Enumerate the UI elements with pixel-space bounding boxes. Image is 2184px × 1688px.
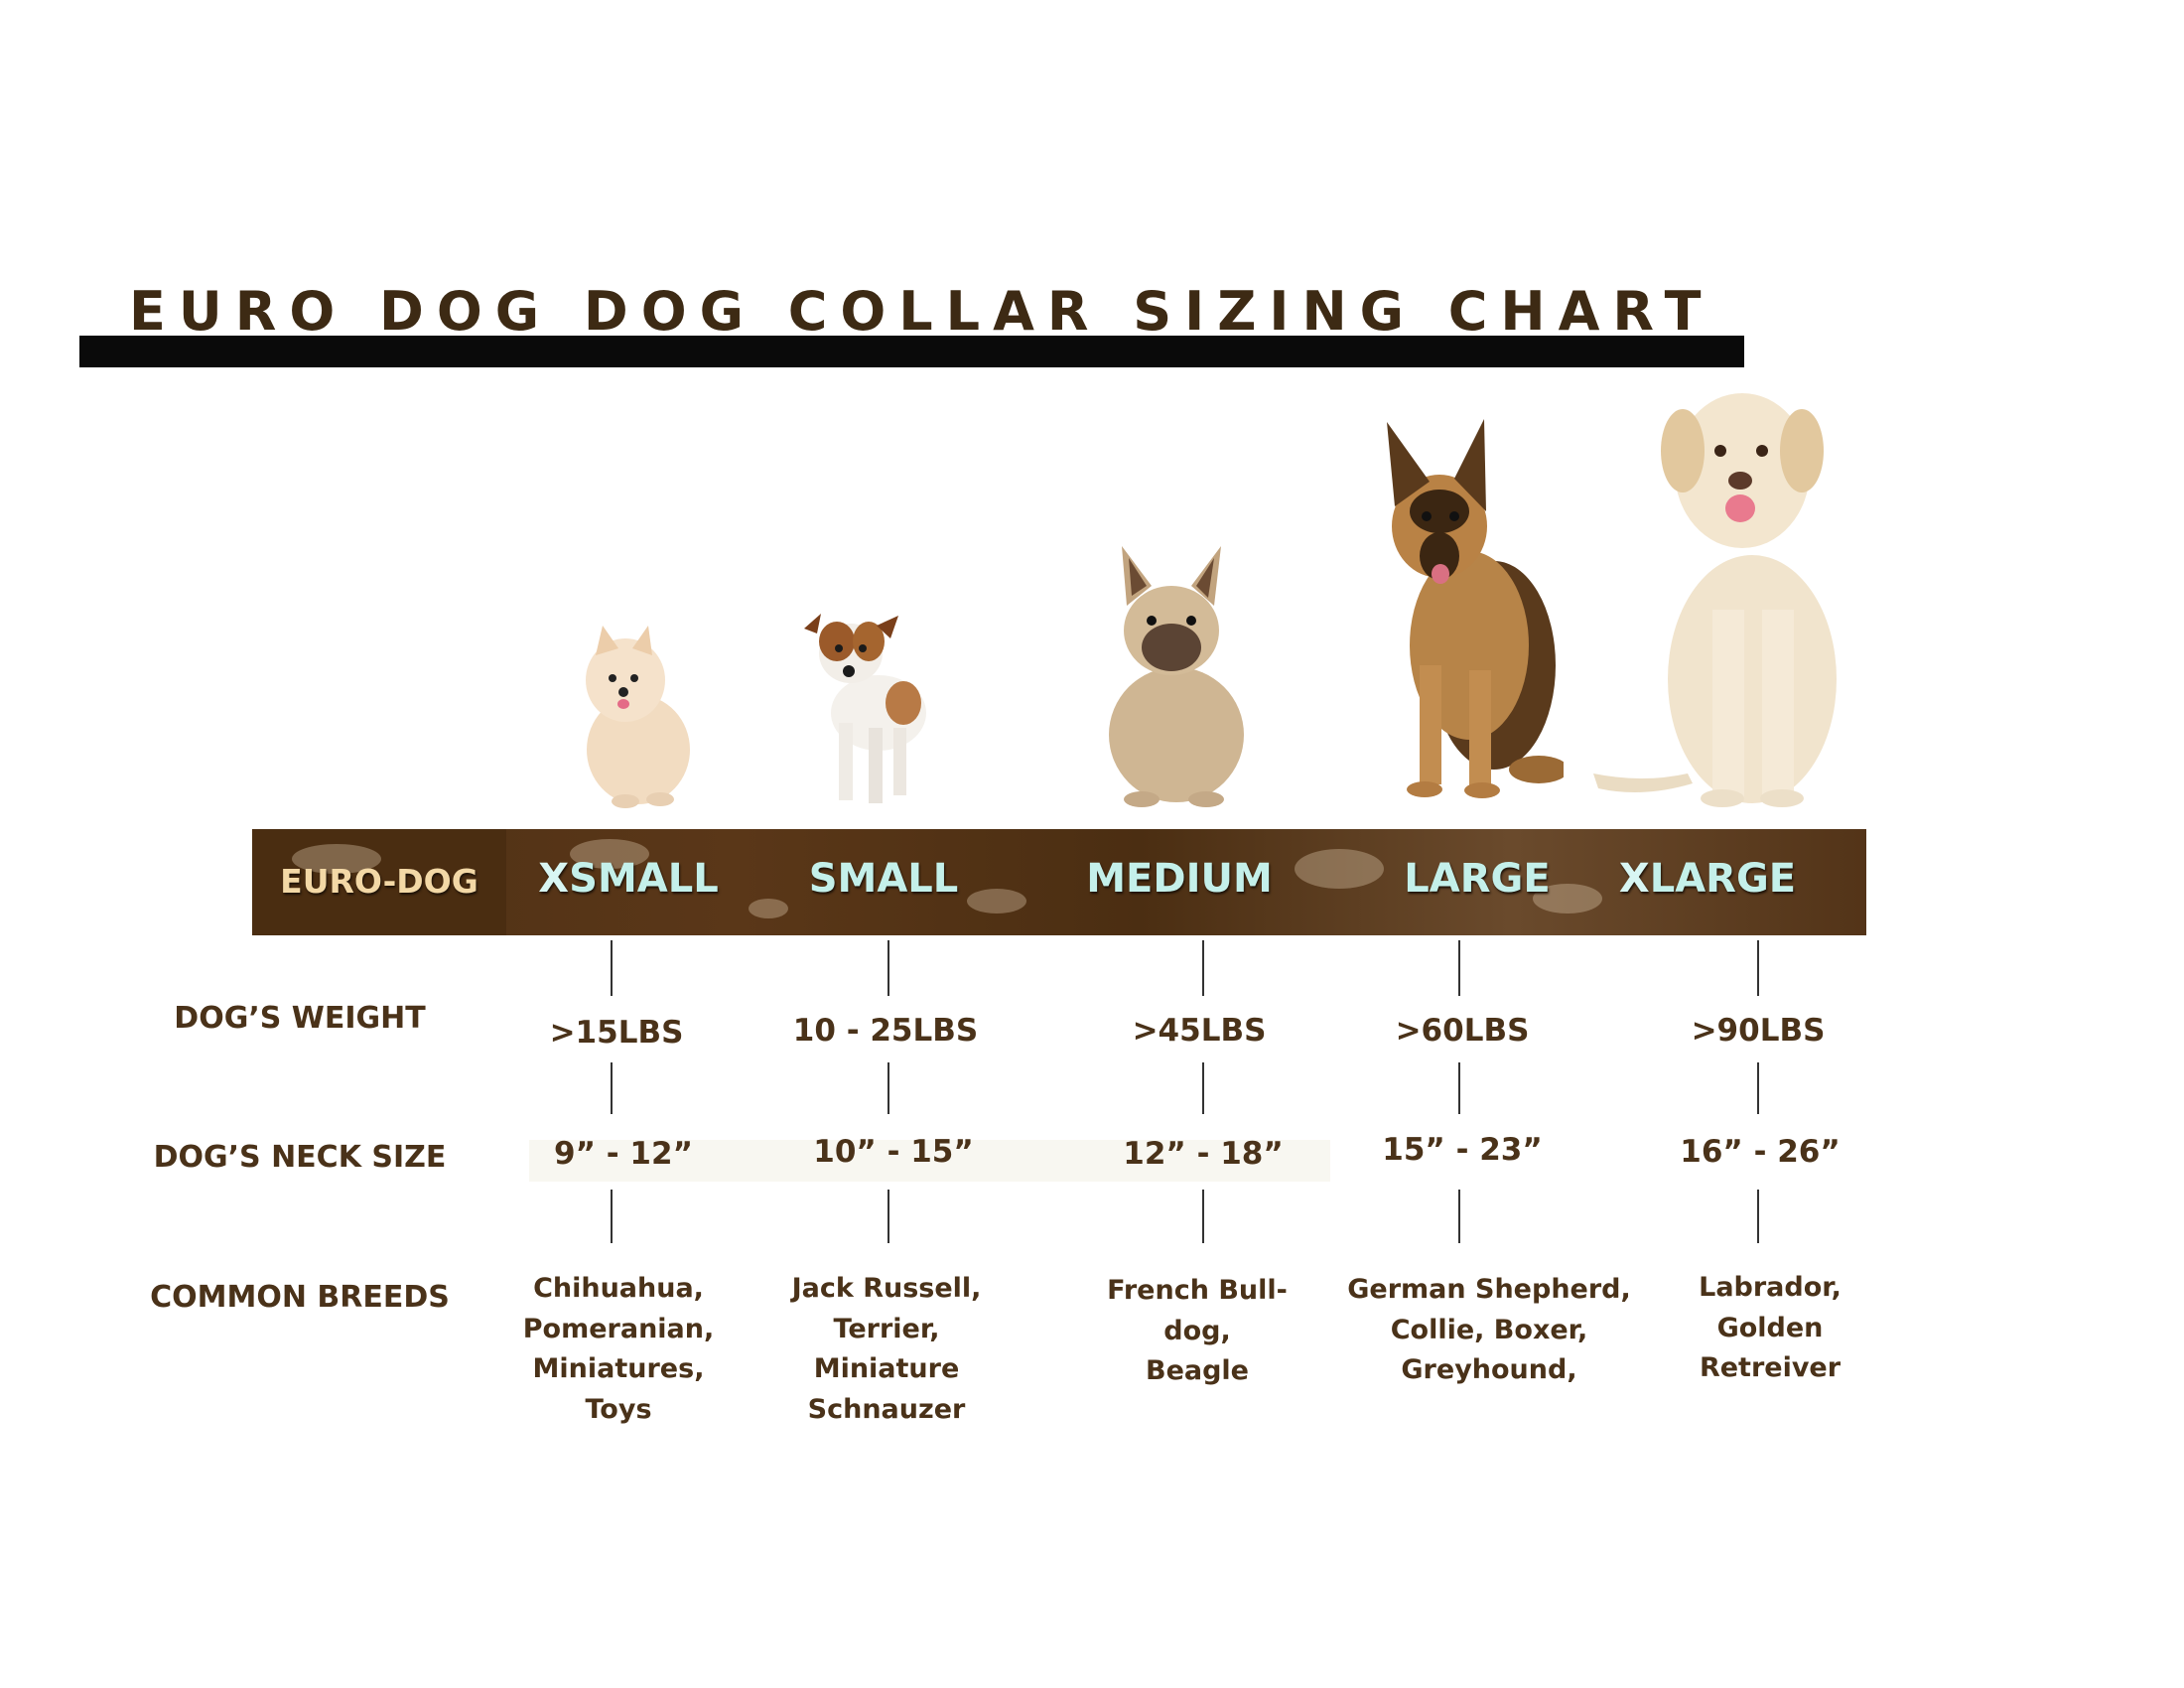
neck-label: DOG’S NECK SIZE [153, 1140, 447, 1175]
connector-line [1202, 1062, 1204, 1114]
size-medium: MEDIUM [1086, 856, 1273, 902]
breed-line: Collie, Boxer, [1390, 1314, 1588, 1345]
labrador-photo [1593, 393, 1837, 807]
size-large: LARGE [1404, 856, 1550, 902]
size-label: LARGE [1649, 856, 1797, 902]
size-xlarge: XLARGE [1619, 856, 1796, 902]
breed-line: Greyhound, [1401, 1354, 1577, 1385]
breed-line: Miniature [813, 1353, 960, 1384]
brand-label: EURO-DOG [280, 862, 478, 901]
jack-russell-photo [804, 614, 926, 803]
weight-value: >45LBS [1132, 1013, 1267, 1049]
pomeranian-photo [586, 626, 690, 808]
brand-block [252, 829, 506, 935]
breed-line: Retreiver [1699, 1352, 1842, 1383]
connector-line [1757, 940, 1759, 996]
connector-line [1757, 1062, 1759, 1114]
breed-line: Chihuahua, [533, 1273, 704, 1304]
size-small: SMALL [809, 856, 959, 902]
breeds-cell: Labrador, Golden Retreiver [1699, 1268, 1842, 1389]
breed-line: Golden [1716, 1312, 1824, 1343]
size-label: MEDIUM [1086, 856, 1273, 902]
connector-line [1757, 1190, 1759, 1243]
breed-line: French Bull- [1107, 1275, 1288, 1306]
breed-line: Schnauzer [807, 1393, 966, 1425]
size-xsmall: XSMALL [538, 856, 718, 902]
neck-value: 12” - 18” [1123, 1136, 1284, 1172]
breeds-cell: Chihuahua, Pomeranian, Miniatures, Toys [523, 1269, 715, 1430]
breeds-label: COMMON BREEDS [150, 1280, 450, 1315]
connector-line [611, 940, 613, 996]
breeds-cell: German Shepherd, Collie, Boxer, Greyhoun… [1347, 1270, 1631, 1391]
connector-line [1202, 1190, 1204, 1243]
neck-row-highlight [529, 1140, 1330, 1182]
connector-line [1458, 940, 1460, 996]
connector-line [611, 1062, 613, 1114]
chart-title: EURO DOG DOG COLLAR SIZING CHART [129, 280, 1714, 343]
weight-value: >15LBS [549, 1015, 684, 1051]
size-band [252, 829, 1866, 935]
german-shepherd-photo [1387, 419, 1564, 798]
breed-line: German Shepherd, [1347, 1274, 1631, 1305]
neck-value: 10” - 15” [813, 1134, 974, 1170]
breed-line: dog, [1163, 1315, 1231, 1346]
size-prefix: X [1618, 856, 1650, 902]
breed-line: Terrier, [833, 1313, 940, 1344]
connector-line [887, 1062, 889, 1114]
neck-value: 9” - 12” [554, 1136, 693, 1172]
title-underline [79, 336, 1744, 367]
connector-line [887, 940, 889, 996]
french-bulldog-photo [1109, 546, 1244, 807]
breed-line: Jack Russell, [791, 1273, 982, 1304]
weight-value: >60LBS [1395, 1013, 1530, 1049]
breeds-cell: French Bull- dog, Beagle [1107, 1271, 1288, 1392]
breed-line: Labrador, [1699, 1272, 1842, 1303]
connector-line [887, 1190, 889, 1243]
connector-line [611, 1190, 613, 1243]
breeds-cell: Jack Russell, Terrier, Miniature Schnauz… [792, 1269, 982, 1430]
neck-value: 16” - 26” [1680, 1134, 1841, 1170]
size-label: SMALL [808, 856, 959, 902]
breed-line: Miniatures, [532, 1353, 705, 1384]
size-label: LARGE [1404, 856, 1551, 902]
connector-line [1202, 940, 1204, 996]
breed-line: Beagle [1145, 1355, 1249, 1386]
size-prefix: X [538, 856, 570, 902]
breed-line: Toys [585, 1393, 652, 1425]
weight-value: 10 - 25LBS [792, 1013, 979, 1049]
weight-value: >90LBS [1691, 1013, 1826, 1049]
neck-value: 15” - 23” [1382, 1132, 1543, 1168]
connector-line [1458, 1062, 1460, 1114]
size-label: SMALL [569, 856, 719, 902]
weight-label: DOG’S WEIGHT [174, 1001, 426, 1036]
breed-line: Pomeranian, [522, 1313, 715, 1344]
connector-line [1458, 1190, 1460, 1243]
